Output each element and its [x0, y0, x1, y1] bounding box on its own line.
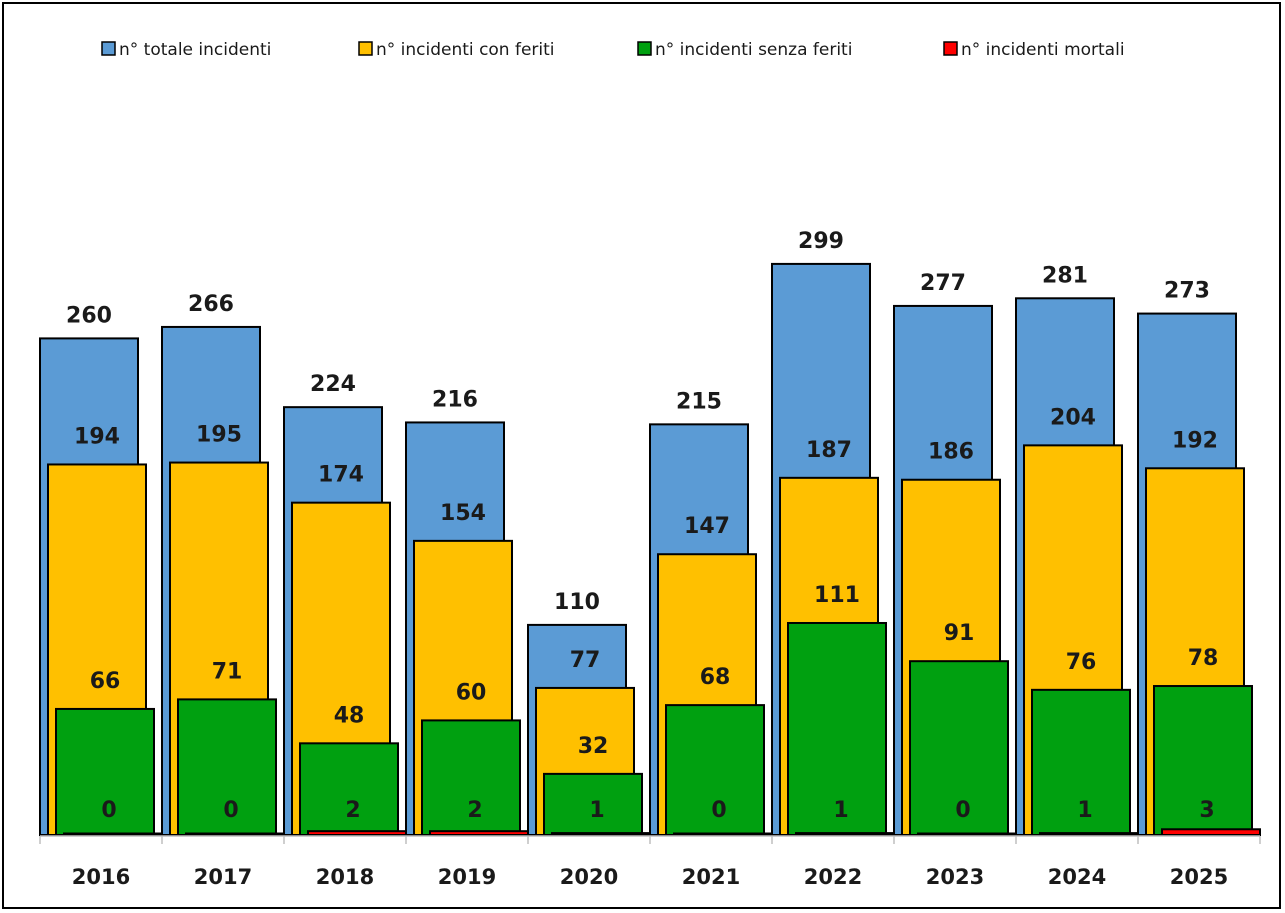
legend: n° totale incidenti n° incidenti con feri… [101, 40, 1125, 60]
label-n-incidenti-senza-feriti-2020: 32 [578, 734, 609, 759]
legend-label-n-incidenti-senza-feriti: n° incidenti senza feriti [655, 40, 852, 60]
label-n-totale-incidenti-2019: 216 [432, 387, 478, 412]
bar-n-incidenti-mortali-2024 [1039, 832, 1139, 837]
label-n-incidenti-senza-feriti-2023: 91 [944, 621, 975, 646]
label-n-totale-incidenti-2020: 110 [554, 590, 600, 615]
label-n-incidenti-mortali-2017: 0 [223, 798, 238, 823]
label-n-incidenti-mortali-2023: 0 [955, 798, 970, 823]
bar-n-incidenti-senza-feriti-2025 [1153, 685, 1253, 837]
label-n-incidenti-mortali-2022: 1 [833, 798, 848, 823]
x-tick-label-2022: 2022 [804, 865, 862, 889]
legend-item-n-totale-incidenti: n° totale incidenti [101, 40, 271, 60]
label-n-incidenti-senza-feriti-2024: 76 [1066, 650, 1097, 675]
label-n-incidenti-con-feriti-2020: 77 [570, 648, 601, 673]
legend-item-n-incidenti-mortali: n° incidenti mortali [943, 40, 1125, 60]
x-tick-label-2025: 2025 [1170, 865, 1228, 889]
label-n-incidenti-con-feriti-2021: 147 [684, 514, 730, 539]
label-n-incidenti-con-feriti-2017: 195 [196, 423, 242, 448]
x-tick-label-2020: 2020 [560, 865, 618, 889]
x-tick-label-2019: 2019 [438, 865, 496, 889]
legend-label-n-incidenti-con-feriti: n° incidenti con feriti [376, 40, 555, 60]
label-n-incidenti-senza-feriti-2016: 66 [90, 669, 121, 694]
legend-label-n-incidenti-mortali: n° incidenti mortali [961, 40, 1125, 60]
bar-n-incidenti-mortali-2020 [551, 832, 651, 837]
label-n-incidenti-con-feriti-2018: 174 [318, 463, 364, 488]
x-tick-label-2023: 2023 [926, 865, 984, 889]
bar-n-incidenti-mortali-2018 [307, 830, 407, 836]
bar-n-incidenti-senza-feriti-2016 [55, 707, 155, 836]
x-tick-label-2024: 2024 [1048, 865, 1106, 889]
bar-n-incidenti-mortali-2019 [429, 830, 529, 836]
label-n-incidenti-mortali-2019: 2 [467, 798, 482, 823]
label-n-incidenti-con-feriti-2022: 187 [806, 438, 852, 463]
label-n-incidenti-mortali-2020: 1 [589, 798, 604, 823]
bar-n-incidenti-senza-feriti-2021 [665, 704, 765, 836]
bar-n-incidenti-senza-feriti-2018 [299, 742, 399, 837]
bar-n-incidenti-senza-feriti-2023 [909, 660, 1009, 836]
bar-chart: n° totale incidenti n° incidenti con feri… [39, 40, 1261, 889]
bar-n-incidenti-mortali-2022 [795, 832, 895, 837]
label-n-incidenti-con-feriti-2023: 186 [928, 440, 974, 465]
label-n-incidenti-senza-feriti-2022: 111 [814, 583, 860, 608]
label-n-totale-incidenti-2023: 277 [920, 271, 966, 296]
label-n-incidenti-mortali-2021: 0 [711, 798, 726, 823]
label-n-incidenti-senza-feriti-2018: 48 [334, 703, 365, 728]
bar-n-incidenti-senza-feriti-2017 [177, 698, 277, 837]
legend-swatch-n-incidenti-mortali [943, 41, 958, 56]
x-tick-label-2016: 2016 [72, 865, 130, 889]
label-n-incidenti-senza-feriti-2025: 78 [1188, 646, 1219, 671]
label-n-totale-incidenti-2018: 224 [310, 372, 356, 397]
label-n-incidenti-mortali-2024: 1 [1077, 798, 1092, 823]
legend-swatch-n-incidenti-con-feriti [358, 41, 373, 56]
bar-n-incidenti-mortali-2016 [63, 832, 163, 836]
label-n-incidenti-con-feriti-2024: 204 [1050, 405, 1096, 430]
label-n-incidenti-mortali-2025: 3 [1199, 798, 1214, 823]
x-tick-label-2017: 2017 [194, 865, 252, 889]
legend-item-n-incidenti-con-feriti: n° incidenti con feriti [358, 40, 555, 60]
legend-swatch-n-incidenti-senza-feriti [637, 41, 652, 56]
bar-n-incidenti-senza-feriti-2019 [421, 719, 521, 837]
label-n-totale-incidenti-2022: 299 [798, 229, 844, 254]
label-n-totale-incidenti-2017: 266 [188, 292, 234, 317]
x-axis: 2016 2017 2018 2019 2020 2021 2022 2023 2024 2025 [39, 835, 1261, 889]
label-n-incidenti-con-feriti-2016: 194 [74, 424, 120, 449]
bar-n-incidenti-senza-feriti-2022 [787, 621, 887, 836]
bars [39, 262, 1261, 837]
bar-n-incidenti-mortali-2021 [673, 832, 773, 836]
label-n-totale-incidenti-2016: 260 [66, 303, 112, 328]
label-n-incidenti-con-feriti-2025: 192 [1172, 428, 1218, 453]
bar-n-incidenti-senza-feriti-2024 [1031, 688, 1131, 837]
label-n-incidenti-senza-feriti-2021: 68 [700, 665, 731, 690]
label-n-totale-incidenti-2025: 273 [1164, 279, 1210, 304]
bar-n-incidenti-mortali-2023 [917, 832, 1017, 836]
label-n-incidenti-mortali-2016: 0 [101, 798, 116, 823]
legend-swatch-n-totale-incidenti [101, 41, 116, 56]
label-n-incidenti-mortali-2018: 2 [345, 798, 360, 823]
bar-n-incidenti-mortali-2017 [185, 832, 285, 836]
bar-n-incidenti-mortali-2025 [1161, 828, 1261, 837]
label-n-incidenti-senza-feriti-2017: 71 [212, 659, 243, 684]
legend-label-n-totale-incidenti: n° totale incidenti [119, 40, 271, 60]
label-n-totale-incidenti-2021: 215 [676, 389, 722, 414]
x-tick-label-2018: 2018 [316, 865, 374, 889]
label-n-totale-incidenti-2024: 281 [1042, 263, 1088, 288]
label-n-incidenti-con-feriti-2019: 154 [440, 501, 486, 526]
x-tick-label-2021: 2021 [682, 865, 740, 889]
label-n-incidenti-senza-feriti-2019: 60 [456, 680, 487, 705]
legend-item-n-incidenti-senza-feriti: n° incidenti senza feriti [637, 40, 852, 60]
